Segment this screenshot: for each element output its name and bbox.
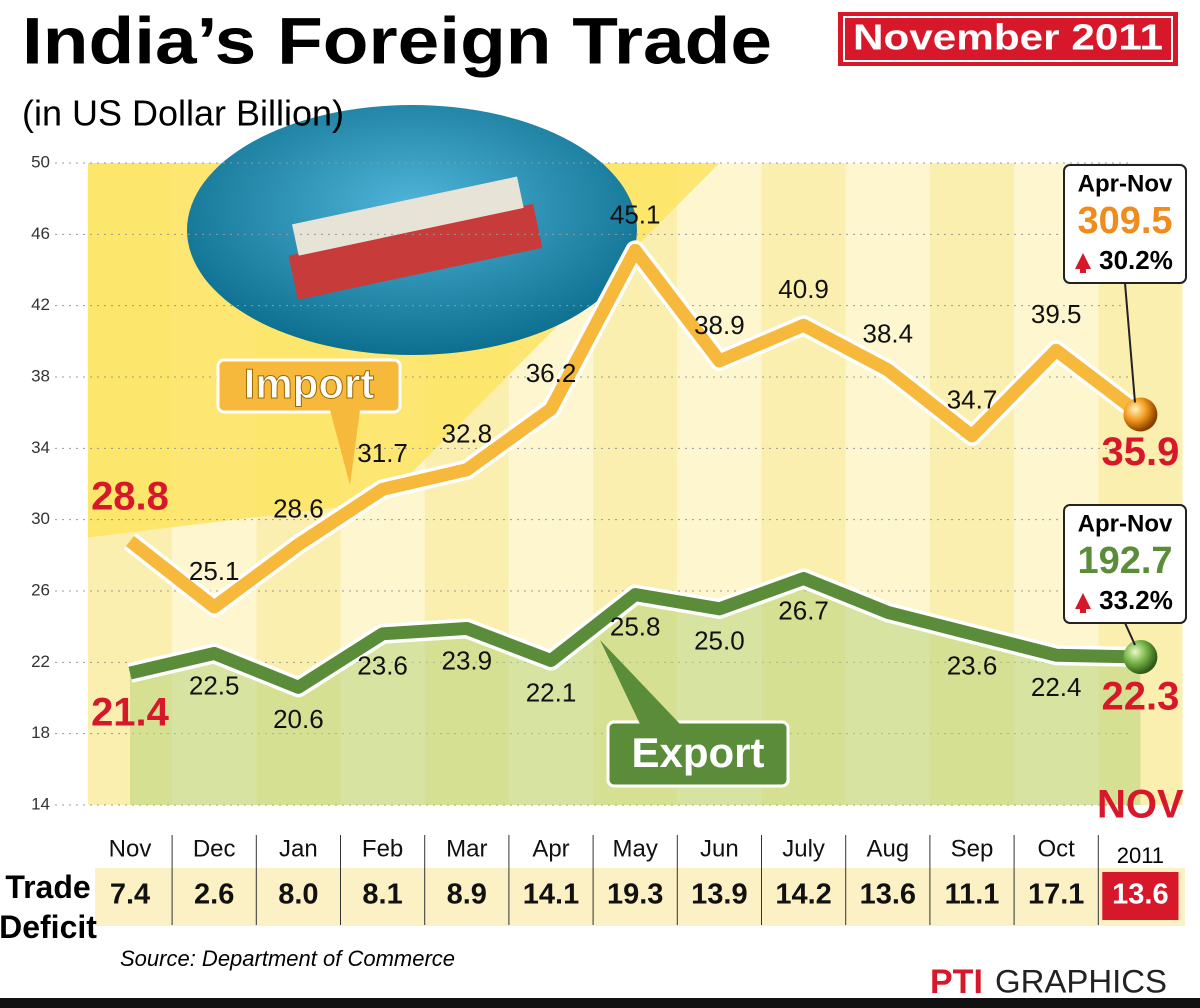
summary-total: 192.7 [1077,540,1172,582]
series-line [128,572,1141,694]
data-label: 26.7 [778,595,829,625]
deficit-value: 8.9 [447,879,487,911]
deficit-value: 17.1 [1028,879,1084,911]
data-label: 39.5 [1031,299,1082,329]
x-tick-label: Jun [700,835,739,862]
x-tick-label: May [613,835,658,862]
deficit-label: Trade Deficit [0,869,97,945]
deficit-value: 8.1 [362,879,402,911]
legend-box [216,358,402,414]
x-tick-label: Apr [532,835,569,862]
data-label: 31.7 [357,438,408,468]
deficit-value: 11.1 [945,879,1000,911]
year-label: 2011 [1117,843,1164,868]
data-label: 23.9 [441,645,492,675]
data-label: 34.7 [947,385,998,415]
ship-hull [288,203,543,300]
y-tick-label: 22 [31,652,50,671]
x-tick-label: Dec [193,835,236,862]
deficit-value: 2.6 [194,879,234,911]
data-label: 36.2 [526,358,577,388]
data-label: 40.9 [778,274,829,304]
x-tick-label: Aug [866,835,909,862]
legend-label: Export [631,729,764,776]
badge-box [838,12,1178,66]
data-label: 21.4 [91,691,170,735]
badge: November 2011 [853,17,1163,58]
credit-brand: PTI [930,963,983,1001]
data-label: 23.6 [947,651,998,681]
data-label: 25.1 [189,556,240,586]
y-tick-label: 38 [31,366,50,385]
deficit-highlight [1102,872,1179,920]
data-label: 22.3 [1101,675,1179,719]
legend-label: Import [244,360,375,407]
up-arrow [1075,593,1091,609]
deficit-value: 14.1 [523,879,579,911]
deficit-row [95,868,1185,926]
end-marker [1123,397,1158,432]
deficit-value: 7.4 [110,879,150,911]
summary-period: Apr-Nov [1078,170,1173,197]
deficit-value: 8.0 [278,879,318,911]
series-line [125,243,1145,614]
up-arrow-stem [1080,605,1086,613]
data-label: 45.1 [610,199,661,229]
badge-border [843,16,1173,62]
y-tick-label: 50 [31,152,50,171]
y-tick-label: 42 [31,295,50,314]
deficit-value: 13.9 [691,879,747,911]
chart-title: India’s Foreign Trade [22,3,772,77]
data-label: 28.6 [273,494,324,524]
y-tick-label: 34 [31,438,50,457]
x-tick-label: Nov [109,835,152,862]
data-label: 25.8 [610,611,661,641]
subtitle: (in US Dollar Billion) [22,93,344,134]
up-arrow-stem [1080,265,1086,273]
legend-box [606,720,790,788]
data-label: 32.8 [441,419,492,449]
summary-period: Apr-Nov [1078,510,1173,537]
x-tick-label: Mar [446,835,487,862]
data-label: 28.8 [91,475,169,519]
footer-bar [0,998,1200,1008]
summary-pointer [1124,282,1136,403]
ship-cargo [292,176,524,256]
data-label: 23.6 [357,651,408,681]
deficit-value: 19.3 [607,879,663,911]
data-label: 35.9 [1101,430,1179,474]
data-label: 22.5 [189,670,240,700]
y-tick-label: 30 [31,509,50,528]
deficit-value: 13.6 [860,879,916,911]
data-label: 22.4 [1031,672,1082,702]
y-tick-label: 26 [31,580,50,599]
summary-total: 309.5 [1077,200,1172,242]
y-tick-label: 18 [31,723,50,742]
data-label: 22.1 [526,677,577,707]
summary-growth: 30.2% [1099,245,1173,275]
x-tick-label: Jan [279,835,318,862]
summary-growth: 33.2% [1099,585,1173,615]
x-tick-label: July [782,835,825,862]
source: Source: Department of Commerce [120,946,455,971]
x-tick-label: Oct [1038,835,1076,862]
y-tick-label: 46 [31,224,50,243]
data-label: 20.6 [273,704,324,734]
data-label: 38.4 [862,319,913,349]
end-marker [1123,639,1158,674]
deficit-value: 14.2 [775,879,831,911]
legend-pointer [330,410,360,485]
data-label: 38.9 [694,310,745,340]
credit-label: GRAPHICS [995,963,1167,999]
legend-pointer [600,640,680,724]
x-tick-label: Sep [951,835,994,862]
up-arrow [1075,253,1091,269]
x-tick-label: Feb [362,835,403,862]
x-tick-label: NOV [1097,783,1184,827]
y-tick-label: 14 [31,794,50,813]
deficit-value: 13.6 [1112,879,1168,911]
data-label: 25.0 [694,626,745,656]
summary-pointer [1124,622,1136,646]
